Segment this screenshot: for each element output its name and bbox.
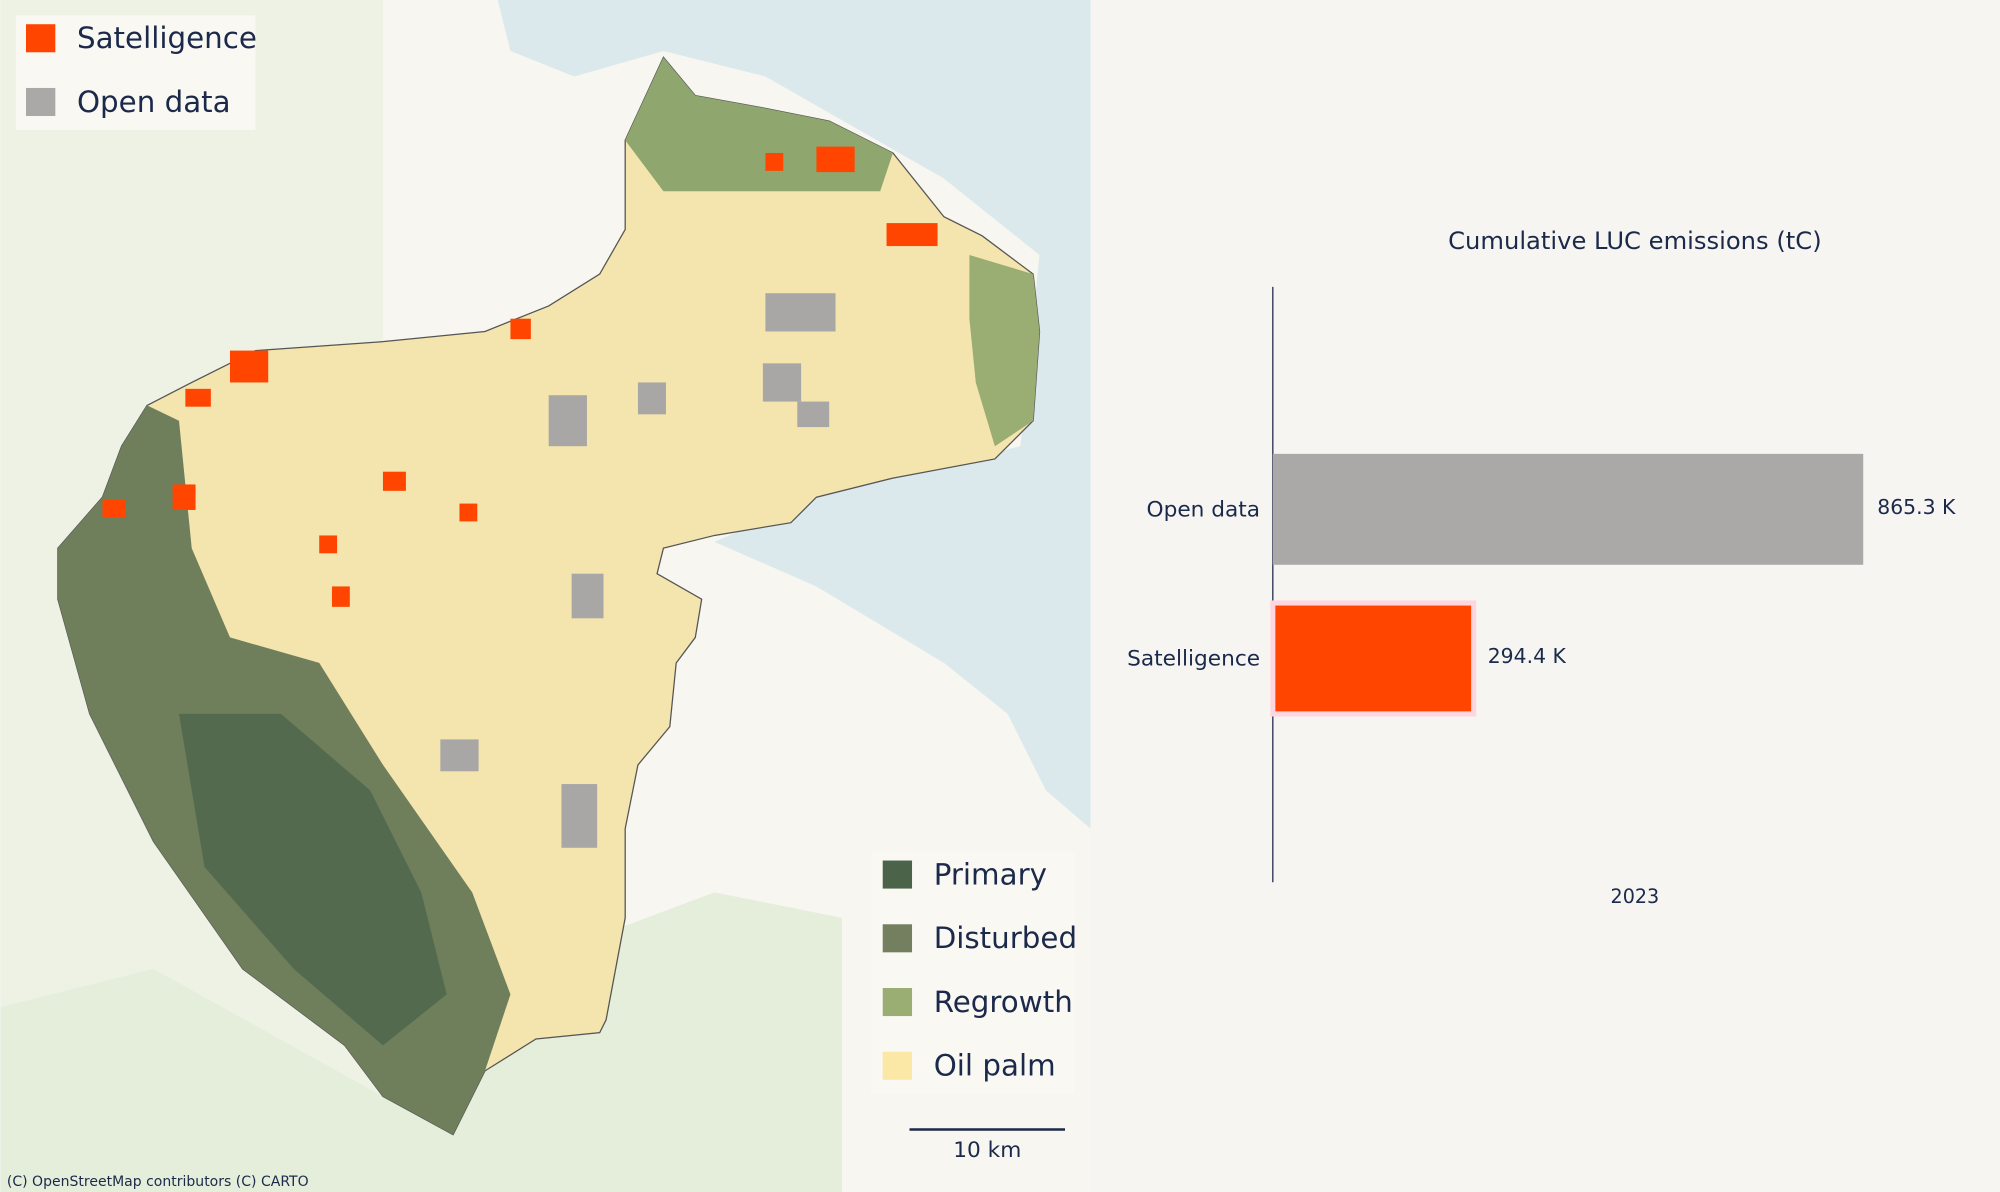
- category-label: Open data: [1147, 498, 1261, 523]
- legend-label: Satelligence: [77, 21, 257, 55]
- map: [0, 0, 1091, 1192]
- open-data-patches: [440, 293, 836, 848]
- patch: [762, 363, 802, 402]
- x-axis-label: 2023: [1611, 885, 1660, 908]
- patch: [637, 382, 666, 415]
- patch: [331, 586, 350, 607]
- legend-label: Disturbed: [934, 921, 1077, 955]
- lowland: [0, 892, 842, 1192]
- patch: [382, 471, 406, 491]
- legend-swatch: [26, 87, 56, 117]
- bar: [1270, 600, 1477, 717]
- sea: [497, 0, 1091, 829]
- legend-label: Open data: [77, 85, 231, 119]
- patch: [185, 388, 211, 407]
- patch: [765, 152, 784, 171]
- patch: [440, 739, 479, 772]
- legend-box: [15, 15, 256, 131]
- legend-swatch: [882, 988, 913, 1017]
- legend-swatch: [26, 24, 56, 53]
- regrowth-east: [969, 254, 1040, 447]
- patch: [765, 293, 836, 332]
- attribution: (C) OpenStreetMap contributors (C) CARTO: [7, 1174, 309, 1190]
- forest-primary: [178, 713, 447, 1046]
- patch: [319, 535, 338, 554]
- legend-swatch: [882, 860, 913, 889]
- value-label: 865.3 K: [1877, 495, 1956, 519]
- category-label: Satelligence: [1127, 647, 1260, 672]
- legend-label: Oil palm: [934, 1049, 1056, 1083]
- legend-swatch: [882, 924, 913, 953]
- bar: [1272, 453, 1864, 565]
- bars: Open data 865.3 K Satelligence 294.4 K: [1127, 453, 1956, 717]
- patch: [510, 318, 531, 340]
- patch: [571, 573, 604, 619]
- value-label: 294.4 K: [1488, 644, 1567, 668]
- legend: Satelligence Open data: [26, 21, 257, 119]
- legend-label: Primary: [934, 857, 1047, 891]
- satelligence-patches: [102, 146, 938, 607]
- legend-swatch: [882, 1051, 913, 1080]
- chart-title: Cumulative LUC emissions (tC): [1448, 227, 1822, 255]
- patch: [102, 499, 126, 518]
- patch: [886, 223, 938, 247]
- patch: [797, 401, 830, 428]
- patch: [459, 503, 478, 522]
- patch: [561, 784, 598, 848]
- legend-label: Regrowth: [934, 985, 1073, 1019]
- patch: [229, 350, 269, 383]
- patch: [548, 395, 587, 447]
- patch: [172, 484, 196, 510]
- legend: Primary Disturbed Regrowth Oil palm: [882, 857, 1077, 1083]
- patch: [816, 146, 855, 173]
- scale-bar-label: 10 km: [953, 1138, 1021, 1163]
